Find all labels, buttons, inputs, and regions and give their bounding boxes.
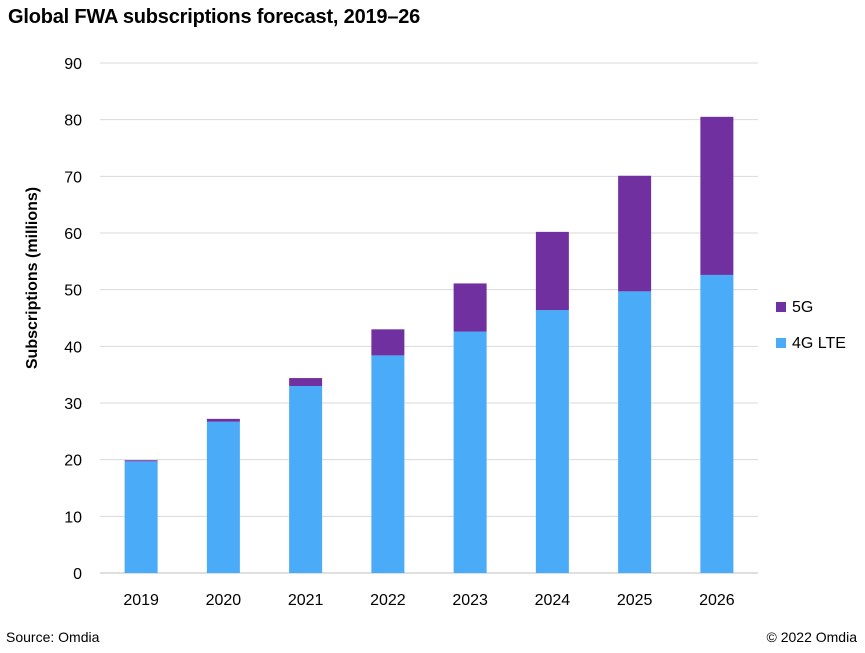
bar-5g-2025 xyxy=(618,175,652,292)
x-tick-label: 2020 xyxy=(206,592,242,609)
x-tick-label: 2025 xyxy=(617,592,653,609)
bar-5g-2022 xyxy=(371,329,405,356)
bar-4g-lte-2020 xyxy=(206,421,240,573)
y-tick-label: 40 xyxy=(64,339,82,356)
bar-4g-lte-2025 xyxy=(618,291,652,573)
chart-title: Global FWA subscriptions forecast, 2019–… xyxy=(8,6,421,28)
legend-label: 5G xyxy=(792,299,813,316)
x-tick-label: 2022 xyxy=(370,592,406,609)
bar-5g-2026 xyxy=(700,116,734,275)
legend: 5G 4G LTE xyxy=(776,299,846,352)
y-tick-label: 20 xyxy=(64,453,82,470)
x-tick-label: 2024 xyxy=(535,592,571,609)
source-note: Source: Omdia xyxy=(6,629,100,645)
bar-5g-2019 xyxy=(124,460,158,462)
bar-4g-lte-2021 xyxy=(289,386,323,573)
bar-4g-lte-2019 xyxy=(124,461,158,573)
y-tick-label: 90 xyxy=(64,56,82,73)
y-tick-label: 0 xyxy=(73,566,82,583)
bar-5g-2024 xyxy=(535,231,569,311)
bar-5g-2023 xyxy=(453,283,487,332)
x-tick-label: 2026 xyxy=(699,592,735,609)
gridlines xyxy=(100,62,758,574)
y-tick-label: 30 xyxy=(64,396,82,413)
bar-5g-2021 xyxy=(289,378,323,386)
bar-4g-lte-2024 xyxy=(535,310,569,573)
y-axis-label: Subscriptions (millions) xyxy=(24,187,41,369)
y-tick-label: 60 xyxy=(64,226,82,243)
y-tick-label: 70 xyxy=(64,169,82,186)
legend-swatch xyxy=(776,302,786,312)
bar-4g-lte-2022 xyxy=(371,355,405,573)
legend-label: 4G LTE xyxy=(792,335,846,352)
copyright-note: © 2022 Omdia xyxy=(766,629,857,645)
x-tick-label: 2023 xyxy=(452,592,488,609)
y-axis-tick-labels: 0 10 20 30 40 50 60 70 80 90 xyxy=(64,56,82,583)
bars xyxy=(124,116,734,573)
bar-4g-lte-2026 xyxy=(700,274,734,573)
bar-4g-lte-2023 xyxy=(453,331,487,573)
legend-swatch xyxy=(776,338,786,348)
bar-5g-2020 xyxy=(206,418,240,422)
y-tick-label: 10 xyxy=(64,509,82,526)
x-tick-label: 2021 xyxy=(288,592,324,609)
y-tick-label: 80 xyxy=(64,113,82,130)
y-tick-label: 50 xyxy=(64,283,82,300)
x-axis-tick-labels: 2019 2020 2021 2022 2023 2024 2025 2026 xyxy=(123,592,734,609)
x-tick-label: 2019 xyxy=(123,592,159,609)
